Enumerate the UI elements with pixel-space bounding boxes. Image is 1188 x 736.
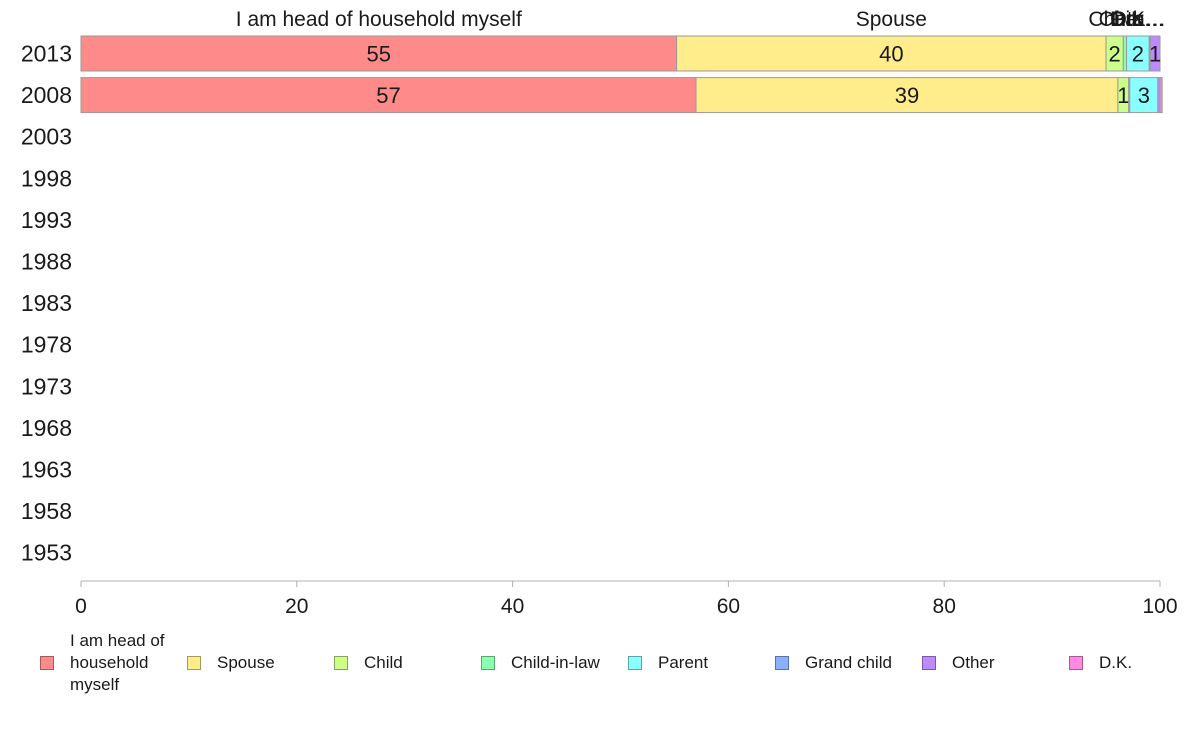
legend-swatch — [628, 656, 642, 670]
x-tick-label: 20 — [285, 595, 308, 618]
x-tick-label: 100 — [1142, 595, 1177, 618]
legend-swatch — [1069, 656, 1083, 670]
category-top-label: I am head of household myself — [236, 8, 522, 31]
legend-item: Child-in-law — [481, 630, 600, 696]
legend-label: D.K. — [1099, 653, 1133, 672]
data-label: 40 — [879, 42, 903, 67]
data-label: 55 — [367, 42, 391, 67]
legend-label: Spouse — [217, 653, 275, 672]
data-label: 1 — [1117, 83, 1129, 108]
year-label: 2008 — [21, 82, 72, 108]
x-tick-label: 60 — [717, 595, 740, 618]
legend-swatch — [922, 656, 936, 670]
chart-legend: I am head of household myself Spouse Child Ch… — [40, 630, 1160, 700]
category-top-label: Chi… — [1099, 8, 1152, 31]
legend-swatch — [40, 656, 54, 670]
year-label: 1978 — [21, 332, 72, 358]
bar-segment — [1159, 77, 1163, 114]
legend-item: Spouse — [187, 630, 275, 696]
legend-label: Child-in-law — [511, 653, 600, 672]
legend-swatch — [775, 656, 789, 670]
data-label: 57 — [376, 83, 400, 108]
category-top-label: Par… — [1111, 8, 1165, 31]
legend-swatch — [481, 656, 495, 670]
year-label: 1968 — [21, 415, 72, 441]
year-label: 1988 — [21, 249, 72, 275]
legend-label: Grand child — [805, 653, 892, 672]
legend-item: Parent — [628, 630, 708, 696]
bar-segment — [1129, 77, 1159, 114]
legend-item: D.K. — [1069, 630, 1132, 696]
data-label: 1 — [1149, 42, 1161, 67]
data-label: 2 — [1109, 42, 1121, 67]
bar-segment — [676, 35, 1107, 72]
year-label: 2003 — [21, 124, 72, 150]
data-label: 39 — [895, 83, 919, 108]
legend-label: Parent — [658, 653, 709, 672]
category-top-label: Spouse — [856, 8, 927, 31]
legend-label: Other — [952, 653, 995, 672]
category-top-label: Chi… — [1088, 8, 1141, 31]
bar-segment — [80, 35, 678, 72]
category-top-label: Gra… — [1110, 8, 1166, 31]
bar-segment — [1149, 35, 1161, 72]
legend-swatch — [187, 656, 201, 670]
legend-label: Child — [364, 653, 403, 672]
legend-item: Other — [922, 630, 995, 696]
category-top-label: D.K… — [1110, 8, 1166, 31]
legend-item: I am head of household myself — [40, 630, 165, 696]
legend-item: Grand child — [775, 630, 892, 696]
year-label: 1993 — [21, 207, 72, 233]
x-tick-label: 40 — [501, 595, 524, 618]
legend-item: Child — [334, 630, 403, 696]
year-label: 2013 — [21, 41, 72, 67]
year-label: 1953 — [21, 540, 72, 566]
x-tick-label: 80 — [933, 595, 956, 618]
year-label: 1998 — [21, 165, 72, 191]
legend-label: I am head of household myself — [70, 631, 165, 694]
year-label: 1958 — [21, 498, 72, 524]
x-tick-label: 0 — [75, 595, 87, 618]
category-top-label: Oth… — [1111, 8, 1166, 31]
year-label: 1973 — [21, 373, 72, 399]
year-label: 1963 — [21, 457, 72, 483]
year-label: 1983 — [21, 290, 72, 316]
stacked-bar-chart: 2013200820031998199319881983197819731968… — [21, 8, 1178, 618]
data-label: 3 — [1138, 83, 1150, 108]
bar-segment — [695, 77, 1119, 114]
data-label: 2 — [1132, 42, 1144, 67]
legend-swatch — [334, 656, 348, 670]
